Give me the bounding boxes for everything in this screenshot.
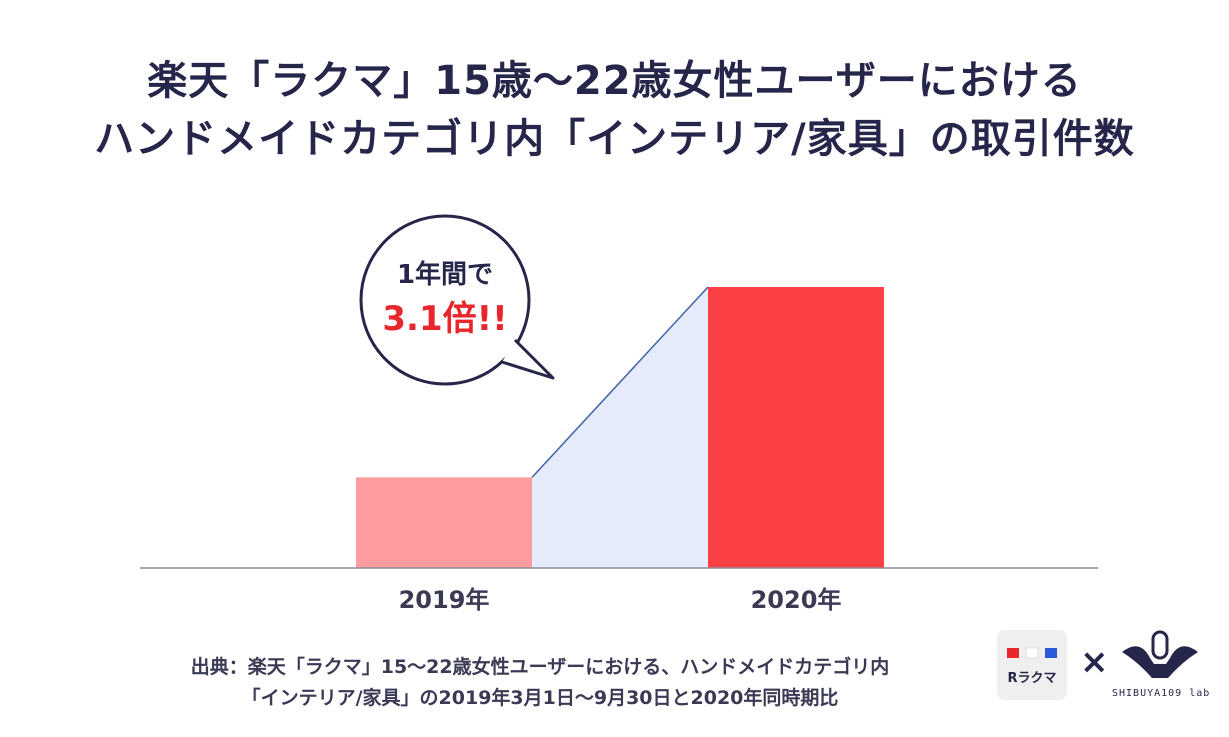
bar-1 [708, 287, 884, 568]
chart-title: 楽天「ラクマ」15歳〜22歳女性ユーザーにおける ハンドメイドカテゴリ内「インテ… [0, 52, 1229, 168]
growth-area [532, 287, 708, 568]
callout-bubble: 1年間で 3.1倍!! [359, 214, 555, 386]
source-line-1: 出典：楽天「ラクマ」15〜22歳女性ユーザーにおける、ハンドメイドカテゴリ内 [190, 656, 890, 678]
source-note: 出典：楽天「ラクマ」15〜22歳女性ユーザーにおける、ハンドメイドカテゴリ内 「… [100, 652, 980, 714]
bar-0 [356, 477, 532, 568]
x-tick-label-1: 2020年 [751, 586, 842, 614]
growth-line [531, 286, 709, 478]
x-tick-label-0: 2019年 [399, 586, 490, 614]
title-line-2: ハンドメイドカテゴリ内「インテリア/家具」の取引件数 [94, 116, 1135, 162]
shibuya-lab-text: SHIBUYA109 lab [1112, 688, 1211, 699]
callout-line-1: 1年間で [397, 259, 493, 290]
callout-highlight: 3.1倍!! [382, 299, 507, 339]
rakuma-logo: Rラクマ [997, 630, 1067, 700]
times-sign: × [1080, 642, 1109, 682]
title-line-1: 楽天「ラクマ」15歳〜22歳女性ユーザーにおける [147, 58, 1082, 104]
svg-text:Rラクマ: Rラクマ [1007, 671, 1056, 686]
shibuya109-lab-logo [1110, 628, 1210, 708]
source-line-2: 「インテリア/家具」の2019年3月1日〜9月30日と2020年同時期比 [241, 687, 839, 709]
